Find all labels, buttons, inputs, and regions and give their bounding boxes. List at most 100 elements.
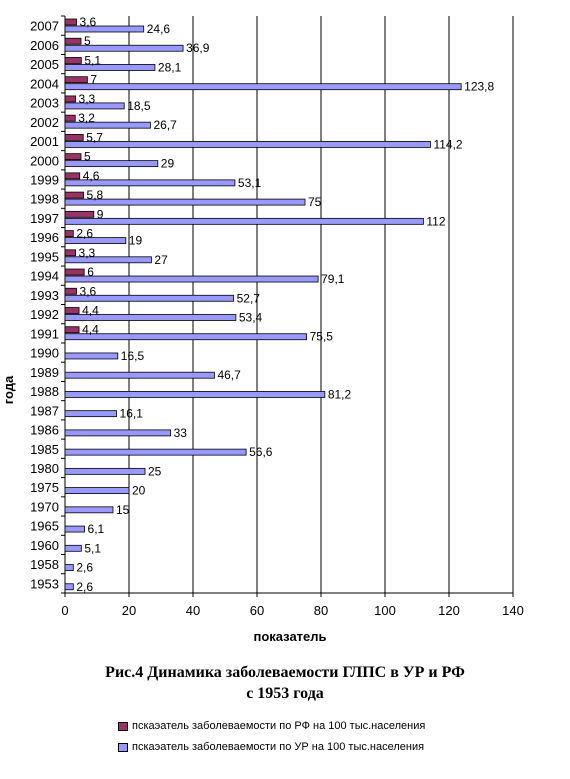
x-axis-title: показатель [253,629,326,644]
data-label-rf: 9 [97,207,104,221]
data-label-ur: 53,1 [238,176,262,190]
bar-rf [64,326,80,334]
bar-rf [64,57,82,64]
data-label-ur: 25 [148,464,162,478]
y-tick-label: 1996 [30,230,59,245]
data-label-rf: 5,7 [86,130,103,144]
y-axis-title: года [1,375,16,404]
data-label-ur: 53,4 [239,311,263,325]
bar-ur [64,121,151,129]
bar-ur [64,467,146,475]
bar-ur [64,294,235,302]
data-label-rf: 4,4 [82,323,99,337]
legend-swatch-rf [118,721,128,731]
bar-rf [64,18,77,26]
legend-label-rf: пскаэатель заболеваемости по РФ на 100 т… [132,720,426,732]
data-label-ur: 19 [129,234,143,248]
y-tick-label: 1953 [30,576,59,591]
data-label-ur: 2,6 [76,561,93,575]
y-tick-label: 2001 [30,134,59,149]
bar-rf [64,37,82,45]
y-tick-label: 2007 [30,19,59,34]
x-tick-labels: 0 20 40 60 80 100 120 140 [61,603,523,618]
data-label-rf: 6 [87,265,94,279]
data-label-ur: 26,7 [153,118,177,132]
bar-ur [64,506,114,514]
bar-rf [64,307,80,314]
x-tick-label: 0 [61,603,68,618]
data-label-ur: 75,5 [310,330,334,344]
bar-ur [64,217,424,225]
data-labels: 3,6 24,6 5 36,9 5,1 28,1 7 123,8 3,3 18,5 3,2 26,7 5… [76,15,494,594]
data-label-ur: 16,5 [121,349,145,363]
x-tick-label: 140 [502,603,524,618]
y-tick-label: 1985 [30,442,59,457]
data-label-ur: 75 [308,195,322,209]
bar-ur [64,564,74,571]
data-label-rf: 3,6 [80,284,97,298]
bar-rf [64,268,85,276]
y-tick-label: 2006 [30,38,59,53]
y-tick-label: 1990 [30,346,59,361]
y-tick-label: 1987 [30,403,59,418]
data-label-ur: 114,2 [433,137,462,151]
data-label-ur: 28,1 [158,60,182,74]
data-label-ur: 2,6 [76,580,93,594]
data-label-ur: 123,8 [464,80,494,94]
data-label-ur: 112 [426,214,445,228]
bar-ur [64,25,145,33]
data-label-ur: 79,1 [321,272,345,286]
caption-line-2: с 1953 года [246,685,324,702]
figure-caption: Рис.4 Динамика заболеваемости ГЛПС в УР … [0,662,570,704]
data-label-ur: 46,7 [217,368,241,382]
bar-ur [64,198,306,206]
data-label-rf: 5 [84,34,91,48]
bar-chart: 2007200620052004200320022001200019991998… [1,15,524,644]
bar-rf [64,133,84,141]
data-label-ur: 81,2 [328,387,352,401]
y-tick-label: 1980 [30,461,59,476]
x-tick-label: 60 [250,603,264,618]
y-tick-label: 1975 [30,480,59,495]
y-tick-label: 1989 [30,365,59,380]
caption-line-1: Рис.4 Динамика заболеваемости ГЛПС в УР … [105,664,465,681]
bar-ur [64,275,319,283]
data-label-ur: 29 [161,157,175,171]
data-label-rf: 3,3 [79,246,96,260]
data-label-ur: 5,1 [84,541,101,555]
legend-swatch-ur [118,742,128,752]
y-tick-label: 1993 [30,288,59,303]
bar-rf [64,230,74,237]
legend-item-ur: пскаэатель заболеваемости по УР на 100 т… [118,741,424,753]
bar-rf [64,95,76,103]
y-tick-label: 1988 [30,384,59,399]
y-tick-label: 2005 [30,57,59,72]
data-label-ur: 52,7 [237,291,261,305]
bar-ur [64,583,74,591]
data-label-rf: 4,6 [83,169,100,183]
bar-ur [64,487,130,495]
bar-rf [64,76,88,84]
y-tick-label: 1991 [30,326,59,341]
bar-rf [64,114,76,122]
bar-ur [64,64,156,71]
x-tick-label: 120 [438,603,460,618]
data-label-rf: 2,6 [76,227,93,241]
y-tick-label: 2000 [30,153,59,168]
bar-ur [64,237,127,244]
bar-ur [64,371,215,379]
data-label-rf: 5,1 [84,53,101,67]
y-tick-label: 1998 [30,192,59,207]
data-label-ur: 33 [174,426,188,440]
bar-ur [64,352,119,360]
y-tick-label: 2004 [30,76,59,91]
y-tick-labels: 2007 2006 2005 2004 2003 2002 2001 2000 1999 1998… [30,19,59,592]
bar-ur [64,544,82,552]
data-label-rf: 4,4 [82,304,99,318]
y-tick-label: 1986 [30,423,59,438]
y-tick-label: 1992 [30,307,59,322]
bar-ur [64,429,171,437]
bar-ur [64,333,308,341]
x-tick-label: 80 [314,603,328,618]
y-tick-label: 2003 [30,96,59,111]
